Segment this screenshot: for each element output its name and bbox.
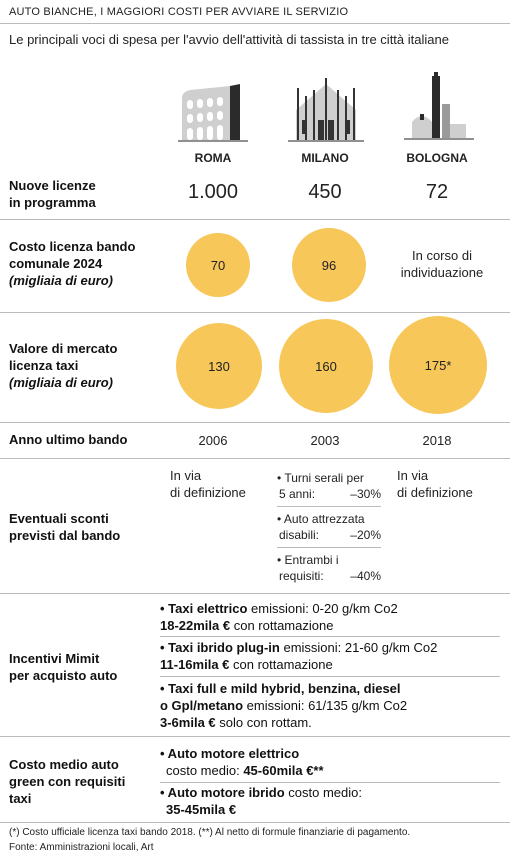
two-towers-icon [404, 72, 474, 140]
text-line: In corso di [412, 248, 472, 263]
divider [0, 312, 510, 313]
circle-costo-roma: 70 [186, 233, 250, 297]
sconti-milano-item: • Turni serali per 5 anni: –30% [277, 470, 381, 502]
label-line: Eventuali sconti [9, 511, 109, 526]
sub-divider [277, 547, 381, 548]
kicker-rule [0, 23, 510, 24]
text-line: 3-6mila € solo con rottam. [160, 715, 312, 730]
sub-divider [277, 506, 381, 507]
anno-roma: 2006 [198, 433, 228, 448]
sconto-cond: 5 anni: [279, 487, 316, 501]
divider [0, 422, 510, 423]
text-line: individuazione [400, 265, 484, 280]
text-line: costo medio: 45-60mila €** [166, 763, 324, 778]
circle-valore-milano: 160 [279, 319, 373, 413]
source: Fonte: Amministrazioni locali, Art [9, 842, 154, 853]
anno-bologna: 2018 [422, 433, 452, 448]
row-label-incentivi: Incentivi Mimit per acquisto auto [9, 650, 117, 684]
text-line: 35-45mila € [166, 802, 237, 817]
sub-divider [160, 782, 500, 783]
city-name-bologna: BOLOGNA [406, 151, 468, 165]
text-line: In via [170, 468, 202, 483]
incentivo-plugin: • Taxi ibrido plug-in emissioni: 21-60 g… [160, 639, 437, 673]
sconto-value: –40% [350, 569, 381, 583]
licenze-bologna: 72 [425, 181, 449, 203]
label-line: Costo licenza bando [9, 239, 136, 254]
circle-valore-roma: 130 [176, 323, 262, 409]
footnote: (*) Costo ufficiale licenza taxi bando 2… [9, 827, 411, 838]
label-line: taxi [9, 791, 32, 806]
label-line: licenza taxi [9, 358, 79, 373]
row-label-valore: Valore di mercato licenza taxi (migliaia… [9, 340, 117, 391]
sconto-value: –30% [350, 487, 381, 501]
label-line: in programma [9, 195, 96, 210]
text-line: 5 anni: –30% [277, 486, 381, 502]
label-line: Valore di mercato [9, 341, 118, 356]
label-line: (migliaia di euro) [9, 375, 114, 390]
licenze-roma: 1.000 [187, 181, 239, 203]
kicker: AUTO BIANCHE, I MAGGIORI COSTI PER AVVIA… [9, 6, 349, 18]
subtitle: Le principali voci di spesa per l'avvio … [9, 32, 449, 47]
label-line: previsti dal bando [9, 528, 121, 543]
text-line: • Auto motore ibrido costo medio: [160, 785, 362, 800]
label-line: comunale 2024 [9, 256, 103, 271]
row-label-licenze: Nuove licenze in programma [9, 177, 96, 211]
label-line: per acquisto auto [9, 668, 118, 683]
text-line: 11-16mila € con rottamazione [160, 657, 333, 672]
costomedio-ibrido: • Auto motore ibrido costo medio: 35-45m… [160, 784, 362, 818]
costomedio-elettrico: • Auto motore elettrico costo medio: 45-… [160, 745, 324, 779]
sconti-milano-item: • Entrambi i requisiti: –40% [277, 552, 381, 584]
anno-milano: 2003 [310, 433, 340, 448]
row-label-anno: Anno ultimo bando [9, 432, 128, 447]
duomo-icon [288, 78, 364, 142]
text-line: o Gpl/metano emissioni: 61/135 g/km Co2 [160, 698, 408, 713]
text-line: • Auto motore elettrico [160, 746, 300, 761]
sconti-roma: In via di definizione [170, 467, 246, 501]
text-line: • Turni serali per [277, 471, 364, 485]
label-line: Costo medio auto [9, 757, 119, 772]
divider [0, 822, 510, 823]
text-line: In via [397, 468, 429, 483]
city-name-roma: ROMA [194, 151, 232, 165]
sub-divider [160, 676, 500, 677]
colosseum-icon [178, 84, 248, 142]
text-line: di definizione [170, 485, 246, 500]
row-label-costomedio: Costo medio auto green con requisiti tax… [9, 756, 125, 807]
text-line: • Auto attrezzata [277, 512, 365, 526]
divider [0, 458, 510, 459]
sconto-cond: disabili: [279, 528, 320, 542]
costo-bologna: In corso di individuazione [382, 247, 502, 281]
divider [0, 736, 510, 737]
label-line: Nuove licenze [9, 178, 96, 193]
text-line: • Taxi elettrico emissioni: 0-20 g/km Co… [160, 601, 398, 616]
licenze-milano: 450 [308, 181, 342, 203]
label-line: green con requisiti [9, 774, 126, 789]
incentivo-elettrico: • Taxi elettrico emissioni: 0-20 g/km Co… [160, 600, 398, 634]
label-line: Incentivi Mimit [9, 651, 100, 666]
sconto-value: –20% [350, 528, 381, 542]
row-label-costo: Costo licenza bando comunale 2024 (migli… [9, 238, 135, 289]
text-line: disabili: –20% [277, 527, 381, 543]
divider [0, 593, 510, 594]
text-line: 18-22mila € con rottamazione [160, 618, 334, 633]
text-line: requisiti: –40% [277, 568, 381, 584]
text-line: di definizione [397, 485, 473, 500]
sconti-milano-item: • Auto attrezzata disabili: –20% [277, 511, 381, 543]
circle-costo-milano: 96 [292, 228, 366, 302]
label-line: (migliaia di euro) [9, 273, 114, 288]
text-line: • Taxi ibrido plug-in emissioni: 21-60 g… [160, 640, 438, 655]
row-label-sconti: Eventuali sconti previsti dal bando [9, 510, 120, 544]
city-name-milano: MILANO [301, 151, 349, 165]
circle-valore-bologna: 175* [389, 316, 487, 414]
text-line: • Entrambi i [277, 553, 339, 567]
incentivo-hybrid: • Taxi full e mild hybrid, benzina, dies… [160, 680, 407, 731]
sconto-cond: requisiti: [279, 569, 324, 583]
sconti-bologna: In via di definizione [397, 467, 473, 501]
divider [0, 219, 510, 220]
text-line: • Taxi full e mild hybrid, benzina, dies… [160, 681, 401, 696]
sub-divider [160, 636, 500, 637]
